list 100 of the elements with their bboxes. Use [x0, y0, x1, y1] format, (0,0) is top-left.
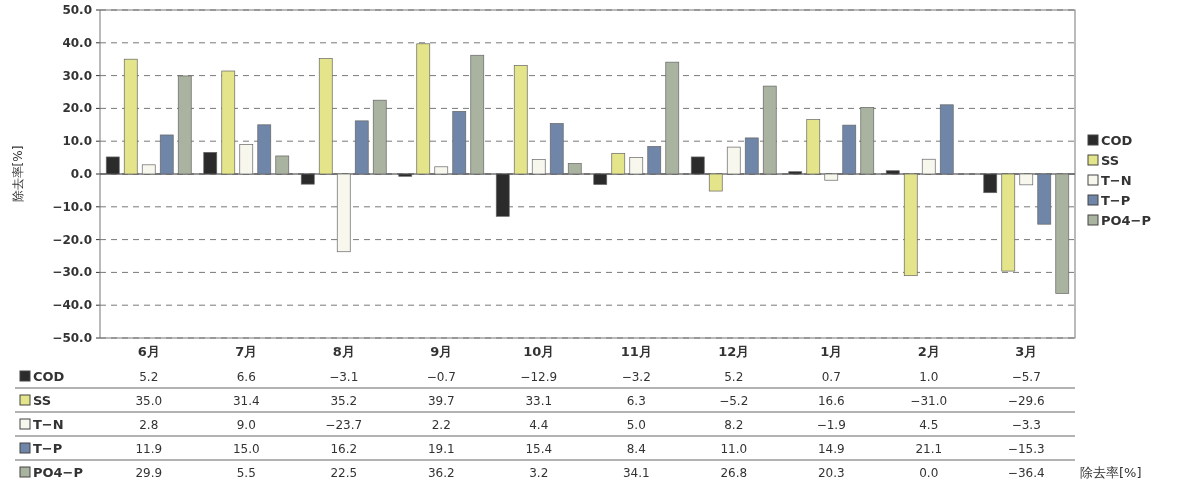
bar: [806, 119, 821, 175]
bar: [860, 107, 875, 175]
x-tick-label: 11月: [620, 344, 652, 359]
data-label: 15.4: [525, 442, 553, 456]
bar: [221, 70, 236, 175]
bar: [141, 164, 156, 175]
bar: [452, 111, 467, 175]
data-label: −5.7: [1011, 370, 1041, 384]
data-label: 1.0: [919, 370, 939, 384]
data-label: 11.9: [135, 442, 163, 456]
data-label: 2.2: [431, 418, 451, 432]
bar: [123, 58, 138, 175]
legend-label: T−N: [1101, 173, 1132, 188]
bar: [549, 123, 564, 175]
y-tick-label: −10.0: [52, 199, 92, 214]
bar: [1019, 173, 1034, 186]
data-label: 35.2: [330, 394, 358, 408]
y-tick-label: 10.0: [62, 134, 92, 149]
bar: [1001, 173, 1016, 272]
data-label: 8.4: [626, 442, 646, 456]
bar: [159, 134, 174, 175]
bar: [318, 58, 333, 175]
data-label: −31.0: [910, 394, 948, 408]
data-label: 26.8: [720, 466, 748, 480]
bar: [629, 157, 644, 175]
bar: [939, 104, 954, 175]
bar: [842, 124, 857, 175]
data-label: 39.7: [427, 394, 455, 408]
data-label: 6.6: [236, 370, 256, 384]
bar: [416, 43, 431, 175]
data-label: 29.9: [135, 466, 163, 480]
data-label: 0.7: [821, 370, 841, 384]
legend-label: COD: [1101, 133, 1133, 148]
data-label: −36.4: [1007, 466, 1045, 480]
data-label: −12.9: [520, 370, 558, 384]
legend-label: PO4−P: [1101, 213, 1152, 228]
data-label: 2.8: [139, 418, 159, 432]
data-label: −3.1: [329, 370, 359, 384]
x-tick-label: 8月: [332, 344, 355, 359]
x-tick-label: 9月: [430, 344, 453, 359]
bar: [470, 54, 485, 175]
data-label: −15.3: [1007, 442, 1045, 456]
x-tick-label: 7月: [235, 344, 258, 359]
data-label: 35.0: [135, 394, 163, 408]
data-label: −0.7: [426, 370, 456, 384]
x-tick-label: 6月: [137, 344, 160, 359]
data-label: 3.2: [529, 466, 549, 480]
data-label: 16.6: [817, 394, 845, 408]
data-label: −5.2: [719, 394, 749, 408]
data-label: 31.4: [232, 394, 260, 408]
data-label: 5.2: [139, 370, 159, 384]
bar: [354, 120, 369, 175]
data-label: 14.9: [817, 442, 845, 456]
bar: [611, 152, 626, 175]
bar: [257, 124, 272, 175]
data-label: −23.7: [325, 418, 363, 432]
x-tick-label: 1月: [820, 344, 843, 359]
data-label: 5.2: [724, 370, 744, 384]
x-tick-label: 3月: [1015, 344, 1038, 359]
y-tick-label: −40.0: [52, 298, 92, 313]
y-tick-label: 0.0: [70, 167, 92, 181]
y-tick-label: 30.0: [62, 68, 92, 83]
data-label: 36.2: [427, 466, 455, 480]
data-label: 0.0: [919, 466, 939, 480]
data-label: −3.2: [621, 370, 651, 384]
text: 除去率[%]: [1080, 465, 1142, 480]
bar: [647, 146, 662, 175]
y-tick-label: −50.0: [52, 331, 92, 345]
data-label: 6.3: [626, 394, 646, 408]
y-tick-label: −30.0: [52, 265, 92, 280]
data-label: 5.0: [626, 418, 646, 432]
data-label: 4.5: [919, 418, 939, 432]
bar: [239, 144, 254, 175]
bar: [708, 173, 723, 192]
data-label: 11.0: [720, 442, 748, 456]
bar: [513, 65, 528, 175]
bar: [824, 173, 839, 181]
x-tick-label: 2月: [917, 344, 940, 359]
data-label: 20.3: [817, 466, 845, 480]
legend-label: SS: [1101, 153, 1120, 168]
data-label: 21.1: [915, 442, 943, 456]
data-label: 19.1: [427, 442, 455, 456]
y-tick-label: 20.0: [62, 101, 92, 116]
y-axis-title: 除去率[%]: [11, 145, 25, 203]
bar: [1037, 173, 1052, 225]
bar: [372, 99, 387, 175]
bar: [903, 173, 918, 277]
bar: [434, 166, 449, 175]
bar: [177, 75, 192, 175]
x-tick-label: 12月: [718, 344, 750, 359]
data-label: −3.3: [1011, 418, 1041, 432]
data-label: 33.1: [525, 394, 553, 408]
data-label: 9.0: [236, 418, 256, 432]
data-label: 5.5: [236, 466, 256, 480]
bar: [567, 163, 582, 175]
bar: [665, 61, 680, 175]
data-label: −1.9: [816, 418, 846, 432]
y-tick-label: 40.0: [62, 35, 92, 50]
bar: [1055, 173, 1070, 294]
bar: [275, 155, 290, 175]
